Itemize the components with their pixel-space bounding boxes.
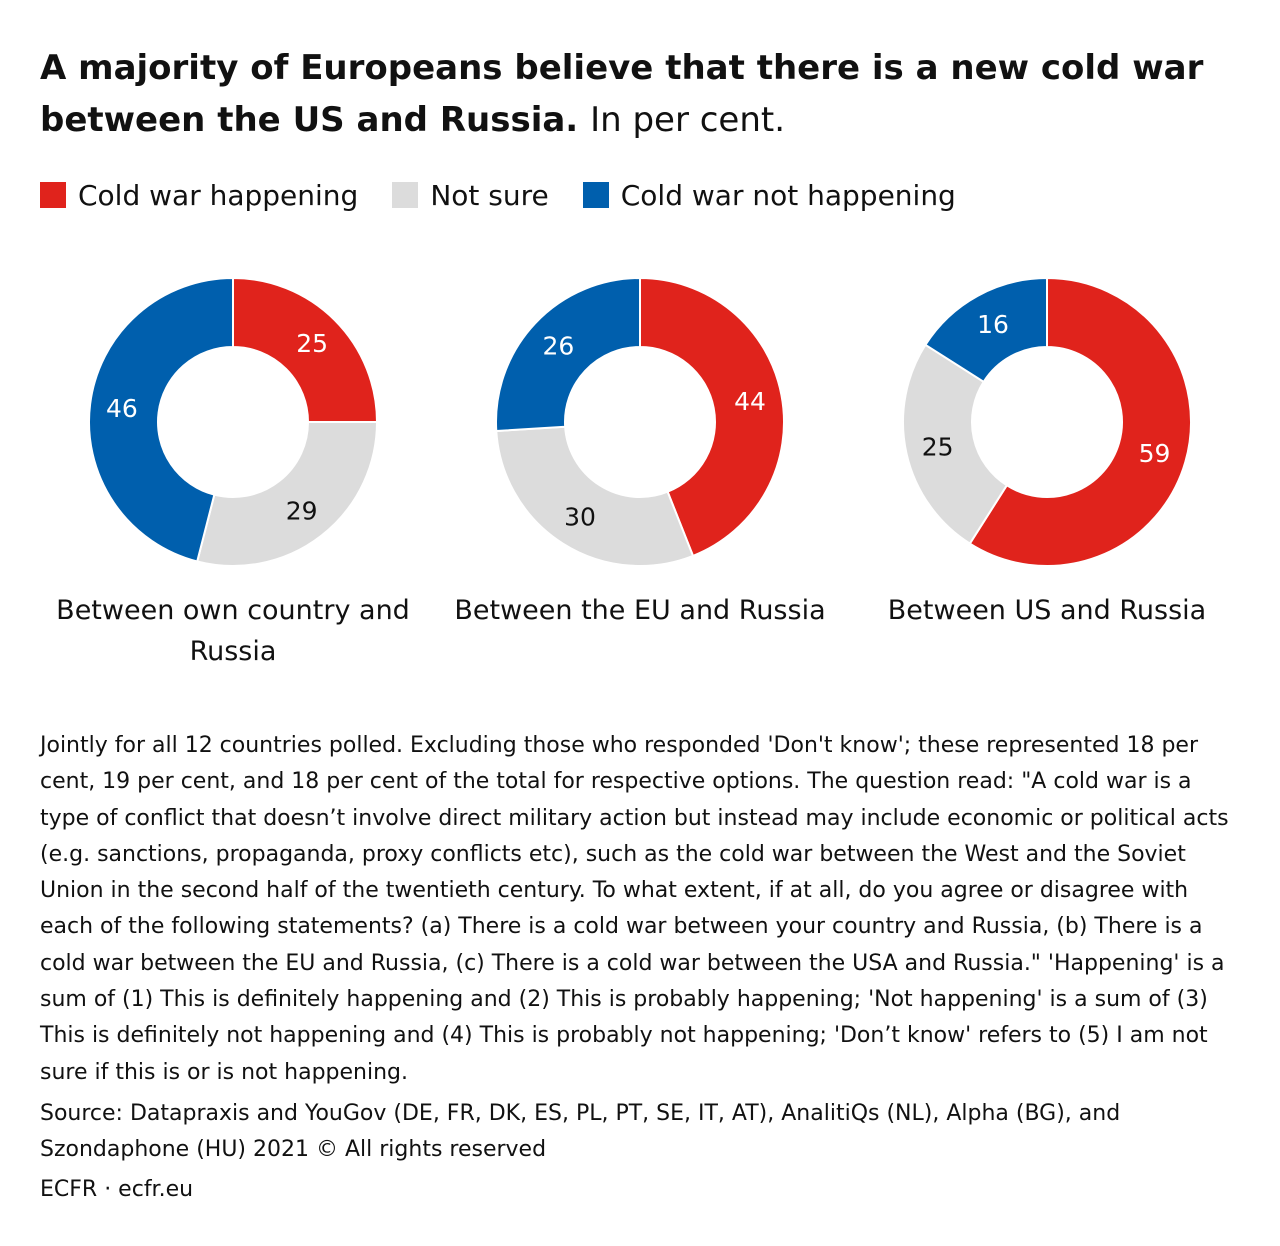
slice-not-sure-between-us-and-russia: [902, 343, 1009, 545]
chart-label-between-own-country-and-russia: Between own country and Russia: [56, 595, 410, 667]
source-note: Source: Datapraxis and YouGov (DE, FR, D…: [40, 1101, 1121, 1162]
data-label-not-happening-between-the-eu-and-russia: 26: [542, 331, 574, 360]
data-label-not-happening-between-own-country-and-russia: 46: [106, 394, 138, 423]
donut-between-us-and-russia: 59 25 16 Between US and Russia: [888, 276, 1206, 626]
methodology-note: Jointly for all 12 countries polled. Exc…: [40, 733, 1229, 1085]
slice-happening-between-us-and-russia: [968, 276, 1192, 567]
data-label-not-sure-between-the-eu-and-russia: 30: [564, 503, 596, 532]
chart-label-between-us-and-russia: Between US and Russia: [888, 595, 1206, 626]
donut-charts: 25 29 46 Between own country and Russia 44 30 2…: [56, 276, 1206, 667]
donut-between-own-country-and-russia: 25 29 46 Between own country and Russia: [56, 276, 410, 667]
data-label-not-sure-between-us-and-russia: 25: [922, 432, 954, 461]
data-label-happening-between-the-eu-and-russia: 44: [734, 387, 766, 416]
legend-item-happening: Cold war happening: [40, 179, 358, 212]
legend-swatch-not-sure: [392, 182, 419, 208]
data-label-happening-between-own-country-and-russia: 25: [296, 329, 328, 358]
legend-item-not-sure: Not sure: [392, 178, 549, 212]
legend-label-not-happening: Cold war not happening: [620, 178, 956, 212]
donut-between-the-eu-and-russia: 44 30 26 Between the EU and Russia: [454, 276, 826, 626]
legend-item-not-happening: Cold war not happening: [582, 178, 956, 212]
slice-not-happening-between-own-country-and-russia: [88, 276, 234, 563]
legend-swatch-not-happening: [582, 182, 609, 208]
slice-happening-between-the-eu-and-russia: [639, 276, 785, 558]
chart-title: A majority of Europeans believe that the…: [40, 42, 1240, 146]
slice-not-sure-between-the-eu-and-russia: [495, 425, 695, 567]
data-label-happening-between-us-and-russia: 59: [1139, 439, 1171, 468]
data-label-not-happening-between-us-and-russia: 16: [977, 310, 1009, 339]
chart-label-between-the-eu-and-russia: Between the EU and Russia: [454, 595, 825, 626]
legend-label-happening: Cold war happening: [78, 178, 359, 212]
chart-title-main: A majority of Europeans believe that the…: [40, 48, 1204, 140]
slice-not-sure-between-own-country-and-russia: [195, 421, 379, 567]
chart-title-unit: In per cent.: [590, 100, 786, 140]
chart-legend: Cold war happening Not sure Cold war not…: [40, 172, 990, 218]
data-label-not-sure-between-own-country-and-russia: 29: [286, 496, 318, 525]
legend-swatch-happening: [40, 182, 66, 208]
slice-not-happening-between-the-eu-and-russia: [495, 276, 641, 433]
slice-not-happening-between-us-and-russia: [924, 276, 1048, 384]
legend-label-not-sure: Not sure: [430, 178, 549, 212]
slice-happening-between-own-country-and-russia: [232, 276, 379, 423]
brand-credit: ECFR · ecfr.eu: [40, 1177, 194, 1202]
